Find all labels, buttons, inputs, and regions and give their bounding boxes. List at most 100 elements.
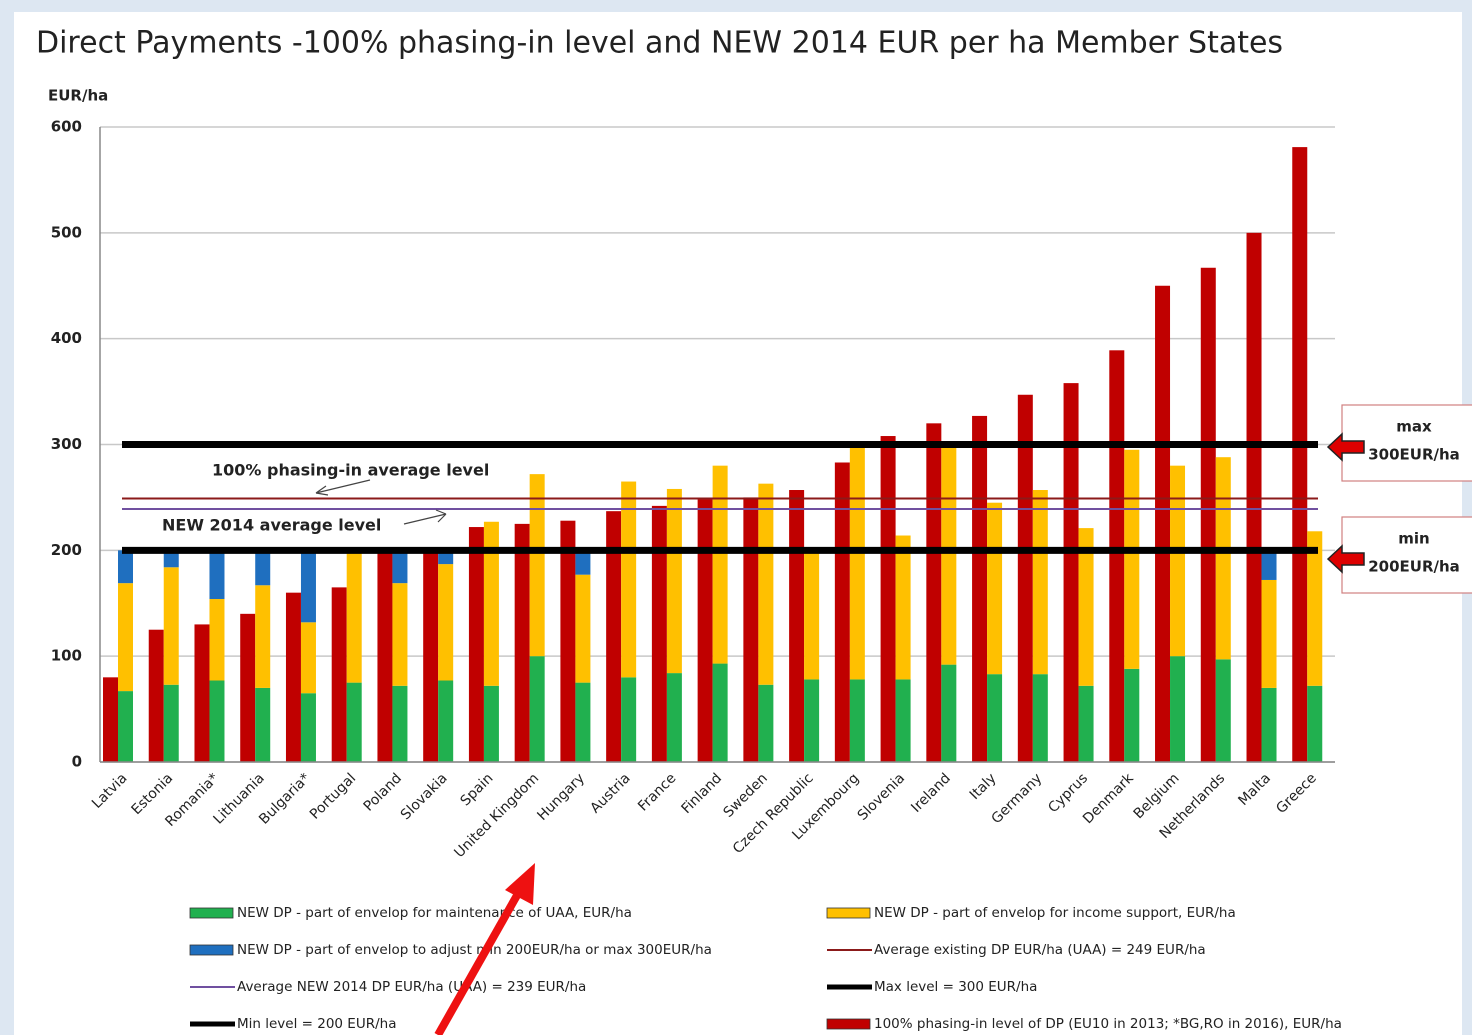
bar xyxy=(1246,232,1262,763)
side-label: 200EUR/ha xyxy=(1368,558,1460,576)
bar-segment xyxy=(118,550,133,584)
legend-label: Max level = 300 EUR/ha xyxy=(874,979,1037,995)
bar xyxy=(743,497,759,762)
y-tick-label: 300 xyxy=(51,435,82,453)
bar xyxy=(926,423,942,762)
bar-segment xyxy=(1307,685,1323,762)
bar xyxy=(194,624,210,762)
bar-segment xyxy=(849,679,865,762)
bar-segment xyxy=(163,567,179,685)
bar xyxy=(377,550,393,762)
bar-segment xyxy=(346,682,362,762)
side-label: 300EUR/ha xyxy=(1368,446,1460,464)
bar xyxy=(606,511,622,762)
bar-segment xyxy=(1307,531,1323,686)
bar xyxy=(789,490,805,762)
bar-segment xyxy=(941,444,957,665)
bar-segment xyxy=(255,687,271,762)
chart-title: Direct Payments -100% phasing-in level a… xyxy=(36,26,1283,61)
legend-label: Min level = 200 EUR/ha xyxy=(237,1016,396,1032)
bar-segment xyxy=(438,680,454,762)
bar xyxy=(240,613,256,762)
bar-segment xyxy=(666,488,682,674)
bar-segment xyxy=(758,684,774,762)
bar-segment xyxy=(346,550,362,683)
bar-segment xyxy=(895,679,911,762)
bar-segment xyxy=(621,481,637,678)
y-tick-label: 500 xyxy=(51,223,82,241)
bar-segment xyxy=(712,465,728,664)
bar-segment xyxy=(483,685,499,762)
bar-segment xyxy=(209,550,225,600)
bar-segment xyxy=(300,550,316,623)
bar-segment xyxy=(1078,528,1094,686)
legend-label: NEW DP - part of envelop for maintenance… xyxy=(237,905,632,921)
bar-segment xyxy=(300,693,316,762)
legend-label: Average existing DP EUR/ha (UAA) = 249 E… xyxy=(874,942,1206,958)
y-tick-label: 200 xyxy=(51,541,82,559)
bar xyxy=(972,415,988,762)
bar-segment xyxy=(300,622,316,694)
bar-segment xyxy=(1261,579,1277,688)
legend-swatch xyxy=(826,907,871,919)
bar-segment xyxy=(895,535,911,680)
bar-segment xyxy=(1170,656,1186,762)
legend-swatch xyxy=(826,1018,871,1030)
bar xyxy=(697,499,713,762)
y-tick-label: 100 xyxy=(51,647,82,665)
bar-segment xyxy=(1261,687,1277,762)
legend-label: 100% phasing-in level of DP (EU10 in 201… xyxy=(874,1016,1342,1032)
bar-segment xyxy=(712,663,728,762)
bar-segment xyxy=(804,679,820,762)
side-label: min xyxy=(1398,530,1429,548)
annotation: 100% phasing-in average level xyxy=(212,461,489,480)
bar-segment xyxy=(529,656,545,762)
bar-segment xyxy=(1124,668,1140,762)
bar-segment xyxy=(987,674,1003,762)
bar xyxy=(651,505,667,762)
bar-segment xyxy=(987,502,1003,675)
bar xyxy=(1292,147,1308,762)
bar-segment xyxy=(118,583,133,692)
legend-label: NEW DP - part of envelop for income supp… xyxy=(874,905,1236,921)
bar xyxy=(331,587,347,762)
bar-segment xyxy=(666,673,682,762)
bar-segment xyxy=(209,599,225,681)
bar-segment xyxy=(163,684,179,762)
pointer-arrow xyxy=(434,888,524,1035)
bar xyxy=(1063,383,1079,762)
annotation-arrow xyxy=(403,509,447,525)
bar xyxy=(1109,350,1125,762)
bar-segment xyxy=(1170,465,1186,657)
bar xyxy=(1200,267,1216,762)
bar-segment xyxy=(438,564,454,681)
y-tick-label: 400 xyxy=(51,329,82,347)
bar-segment xyxy=(255,550,271,586)
legend-swatch xyxy=(189,944,234,956)
bar-segment xyxy=(575,550,591,575)
bar-segment xyxy=(118,691,133,762)
bar xyxy=(148,629,164,762)
bar xyxy=(834,462,850,762)
annotation-arrow xyxy=(315,479,371,496)
bar xyxy=(1017,394,1033,762)
legend-swatch xyxy=(189,907,234,919)
bar-segment xyxy=(255,585,271,688)
side-label: max xyxy=(1396,418,1432,436)
bar xyxy=(468,527,484,762)
bar-segment xyxy=(163,550,179,568)
y-tick-label: 600 xyxy=(51,118,82,136)
bar-segment xyxy=(621,677,637,762)
bar-segment xyxy=(209,680,225,762)
bar-segment xyxy=(1215,659,1231,762)
bar xyxy=(1155,285,1171,762)
bar xyxy=(285,592,301,762)
bar xyxy=(423,550,439,762)
bar-segment xyxy=(941,664,957,762)
bar-segment xyxy=(1032,674,1048,762)
annotation: NEW 2014 average level xyxy=(162,516,381,535)
side-arrow xyxy=(1326,432,1365,462)
y-axis-label: EUR/ha xyxy=(48,87,108,105)
bar-segment xyxy=(392,583,408,686)
